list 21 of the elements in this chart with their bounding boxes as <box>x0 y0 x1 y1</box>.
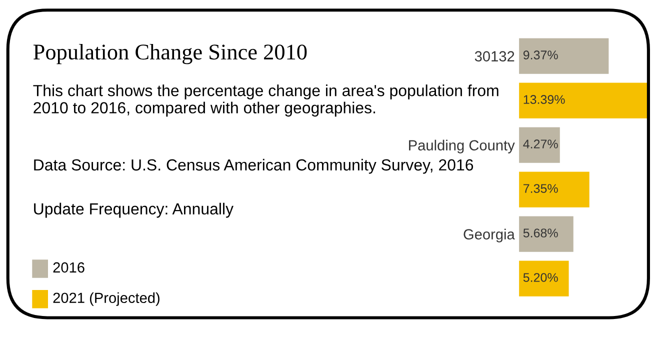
bar <box>519 216 574 252</box>
data-label: 5.68% <box>523 228 558 238</box>
bar <box>519 127 560 163</box>
bar <box>519 82 648 118</box>
text: Update Frequency: Annually <box>34 202 234 218</box>
data-label: 13.39% <box>524 95 565 104</box>
data-label: 7.35% <box>524 184 558 193</box>
bar <box>519 260 569 296</box>
legend-label: 2021 (Projected) <box>53 292 160 306</box>
bar <box>519 172 590 208</box>
data-label: 9.37% <box>523 50 558 60</box>
legend-label: 2016 <box>53 262 84 273</box>
data-label: 4.27% <box>523 140 558 148</box>
text: Population Change Since 2010 <box>33 44 307 64</box>
y-tick-label: Georgia <box>464 228 515 242</box>
text: This chart shows the percentage change in area's population from 2010 to 2016, compared with other geographies. <box>33 84 498 117</box>
data-label: 5.20% <box>523 273 558 282</box>
bar <box>519 38 609 74</box>
y-tick-label: 30132 <box>474 51 514 62</box>
y-tick-label: Paulding County <box>409 140 515 154</box>
source-note: Data Source: U.S. Census American Community Survey, 2016 <box>34 158 474 174</box>
